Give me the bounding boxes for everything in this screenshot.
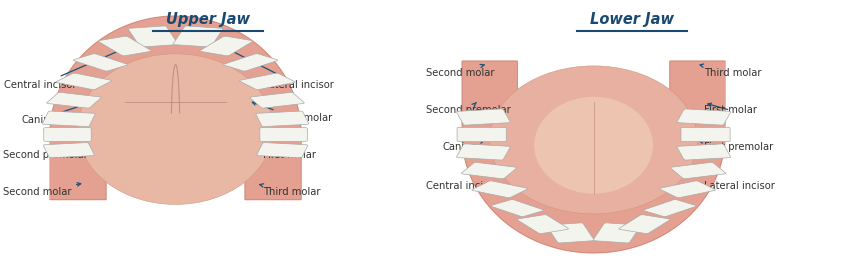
Text: Upper Jaw: Upper Jaw (165, 12, 250, 27)
FancyBboxPatch shape (677, 109, 731, 125)
FancyBboxPatch shape (660, 181, 716, 198)
Text: Canine: Canine (21, 100, 96, 125)
Polygon shape (50, 16, 301, 200)
FancyBboxPatch shape (644, 200, 696, 217)
FancyBboxPatch shape (546, 223, 594, 243)
Ellipse shape (78, 54, 273, 204)
FancyBboxPatch shape (257, 143, 308, 158)
Text: Central incisor: Central incisor (4, 46, 130, 90)
Text: First molar: First molar (263, 145, 315, 160)
FancyBboxPatch shape (471, 181, 527, 198)
FancyBboxPatch shape (677, 144, 731, 160)
FancyBboxPatch shape (128, 26, 178, 47)
Text: Lateral incisor: Lateral incisor (678, 180, 775, 193)
FancyBboxPatch shape (456, 144, 510, 160)
FancyBboxPatch shape (457, 128, 506, 141)
FancyBboxPatch shape (56, 73, 112, 90)
FancyBboxPatch shape (461, 162, 516, 179)
FancyBboxPatch shape (43, 143, 94, 158)
Text: Lower Jaw: Lower Jaw (589, 12, 674, 27)
FancyBboxPatch shape (491, 200, 544, 217)
Text: Second premolar: Second premolar (426, 102, 510, 115)
FancyBboxPatch shape (239, 73, 295, 90)
Polygon shape (462, 61, 725, 253)
FancyBboxPatch shape (256, 111, 309, 126)
FancyBboxPatch shape (42, 111, 95, 126)
Text: First premolar: First premolar (698, 140, 773, 152)
FancyBboxPatch shape (47, 92, 101, 108)
FancyBboxPatch shape (200, 36, 253, 56)
Text: Second premolar: Second premolar (3, 145, 87, 160)
FancyBboxPatch shape (517, 215, 568, 233)
Text: Second molar: Second molar (426, 64, 494, 78)
Text: Canine: Canine (443, 140, 483, 152)
FancyBboxPatch shape (671, 162, 726, 179)
Text: Second molar: Second molar (3, 183, 81, 197)
Text: First molar: First molar (704, 103, 756, 115)
FancyBboxPatch shape (73, 54, 128, 71)
Ellipse shape (489, 66, 697, 214)
Text: Third molar: Third molar (259, 184, 321, 197)
FancyBboxPatch shape (44, 128, 92, 141)
FancyBboxPatch shape (250, 92, 304, 108)
FancyBboxPatch shape (456, 109, 510, 125)
FancyBboxPatch shape (98, 36, 151, 56)
FancyBboxPatch shape (259, 128, 307, 141)
Ellipse shape (534, 97, 653, 194)
Text: Third molar: Third molar (700, 64, 762, 78)
Text: First premolar: First premolar (253, 102, 332, 123)
FancyBboxPatch shape (619, 215, 670, 233)
FancyBboxPatch shape (173, 26, 223, 47)
FancyBboxPatch shape (681, 128, 730, 142)
Text: Lateral incisor: Lateral incisor (222, 46, 334, 90)
Text: Central incisor: Central incisor (426, 180, 505, 193)
FancyBboxPatch shape (593, 223, 641, 243)
FancyBboxPatch shape (223, 54, 278, 71)
